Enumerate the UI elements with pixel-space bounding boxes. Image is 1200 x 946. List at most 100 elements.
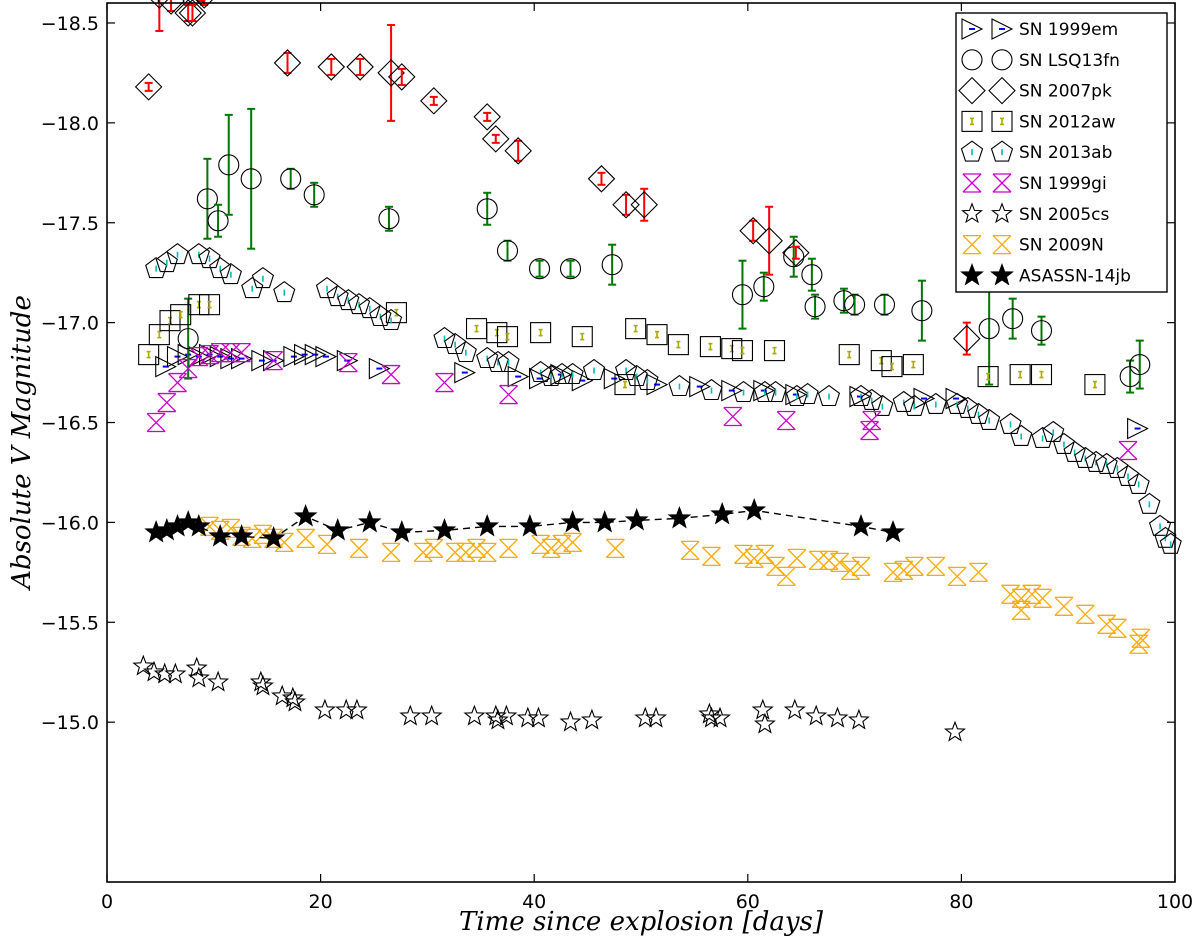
- data-point-24: [540, 364, 563, 387]
- data-point-19: [710, 501, 734, 525]
- series-7-sn-2009n: [200, 516, 1151, 654]
- data-point-9: [346, 53, 374, 81]
- data-point-7-b: [221, 343, 241, 363]
- data-point-18: [630, 190, 658, 219]
- data-point-25: [550, 362, 574, 385]
- legend-marker-right: [988, 76, 1016, 105]
- y-tick-label-3: −17.0: [41, 313, 99, 335]
- data-point-26-b: [734, 544, 753, 564]
- data-point-25-b: [702, 546, 721, 566]
- data-point-22: [952, 324, 981, 353]
- x-tick-label-3: 60: [736, 891, 760, 913]
- legend-marker-right: [991, 110, 1013, 132]
- axis-ticks: 0 20 40 60 80 100 −18.5 −18.0 −17.5 −17.0 −16.5 −16…: [41, 3, 1193, 913]
- data-point-0: [138, 344, 160, 366]
- data-point-5-b: [253, 524, 273, 544]
- data-point-18: [444, 332, 467, 355]
- data-point-17: [507, 365, 530, 388]
- legend-marker-right: [991, 49, 1013, 71]
- legend-marker-right-b: [992, 235, 1012, 255]
- data-point-44: [924, 392, 947, 414]
- data-point-33: [805, 704, 828, 726]
- data-point-13: [347, 293, 371, 315]
- data-point-0: [132, 654, 155, 676]
- data-point-10-b: [349, 538, 369, 558]
- data-point-43-b: [1001, 584, 1020, 604]
- data-point-43: [903, 394, 926, 416]
- data-point-11: [294, 343, 316, 366]
- data-point-16: [420, 704, 443, 726]
- data-point-15: [399, 704, 422, 726]
- data-point-17: [463, 704, 486, 726]
- data-point-11: [326, 285, 349, 307]
- data-point-6: [229, 523, 254, 547]
- data-point-32: [783, 698, 806, 720]
- data-point-22-b: [563, 532, 583, 552]
- data-point-32: [700, 378, 723, 401]
- data-point-12-b: [413, 542, 433, 562]
- data-point-57: [1095, 452, 1118, 474]
- legend-entry-6: SN 2005cs: [961, 202, 1110, 225]
- data-point-51: [1031, 426, 1054, 448]
- legend-marker-left-b: [962, 235, 982, 255]
- data-point-23: [977, 366, 999, 388]
- legend-entry-0: SN 1999em: [961, 18, 1118, 40]
- data-point-58: [1106, 456, 1129, 478]
- legend-label: SN 2007pk: [1019, 82, 1112, 102]
- data-point-21: [603, 367, 626, 390]
- data-point-16: [379, 308, 403, 331]
- legend-marker-left: [961, 110, 983, 132]
- legend-box: [955, 12, 1168, 293]
- data-point-31-b: [787, 548, 807, 568]
- legend-entry-4: SN 2013ab: [960, 140, 1112, 163]
- data-point-22: [527, 706, 550, 728]
- data-point-15-b: [456, 542, 476, 562]
- data-point-3: [176, 509, 200, 533]
- data-point-6: [207, 670, 230, 692]
- legend-entry-5: SN 1999gi: [962, 173, 1107, 194]
- legend-marker-left-b: [962, 173, 982, 193]
- legend-marker-right: [991, 18, 1014, 40]
- data-point-20: [742, 497, 767, 521]
- x-tick-label-4: 80: [949, 891, 973, 913]
- legend-label: ASASSN-14jb: [1019, 266, 1131, 286]
- data-point-5: [209, 257, 232, 279]
- y-tick-label-5: −16.0: [41, 512, 99, 534]
- data-point-18-b: [499, 538, 519, 558]
- data-point-20: [870, 350, 892, 372]
- data-point-34: [753, 380, 776, 403]
- data-point-14-b: [445, 542, 465, 562]
- data-point-17: [804, 296, 826, 318]
- data-point-7-b: [274, 532, 294, 552]
- data-point-8: [317, 53, 346, 81]
- legend-entry-3: SN 2012aw: [961, 110, 1116, 132]
- data-point-9: [263, 349, 285, 372]
- data-point-10: [283, 345, 306, 368]
- data-point-10: [528, 258, 551, 280]
- legend-marker-left: [961, 202, 983, 224]
- data-point-1: [196, 188, 218, 210]
- legend-marker-left: [958, 76, 986, 105]
- data-point-12: [601, 254, 623, 276]
- data-point-7: [273, 49, 302, 77]
- data-point-2: [159, 310, 181, 332]
- data-point-2-b: [168, 373, 187, 393]
- data-point-16: [587, 165, 616, 193]
- data-point-21: [881, 356, 903, 378]
- data-point-22: [978, 318, 1000, 340]
- data-point-40-b: [926, 556, 946, 576]
- data-point-11: [559, 258, 582, 280]
- legend-marker-right-b: [992, 173, 1012, 193]
- data-point-41: [871, 394, 894, 416]
- data-point-24: [1009, 364, 1031, 386]
- legend-marker-left: [961, 49, 983, 71]
- data-point-42-b: [969, 562, 988, 582]
- data-point-6: [195, 0, 213, 9]
- data-point-21: [486, 350, 509, 373]
- data-point-1: [143, 660, 165, 682]
- data-point-14: [518, 513, 542, 537]
- plot-content: [132, 0, 1182, 742]
- data-point-11-b: [381, 365, 401, 385]
- data-point-55: [1074, 446, 1097, 468]
